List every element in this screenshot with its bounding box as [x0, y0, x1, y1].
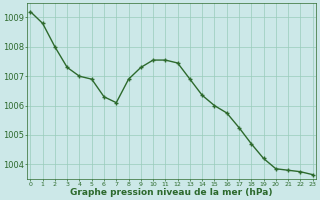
- X-axis label: Graphe pression niveau de la mer (hPa): Graphe pression niveau de la mer (hPa): [70, 188, 273, 197]
